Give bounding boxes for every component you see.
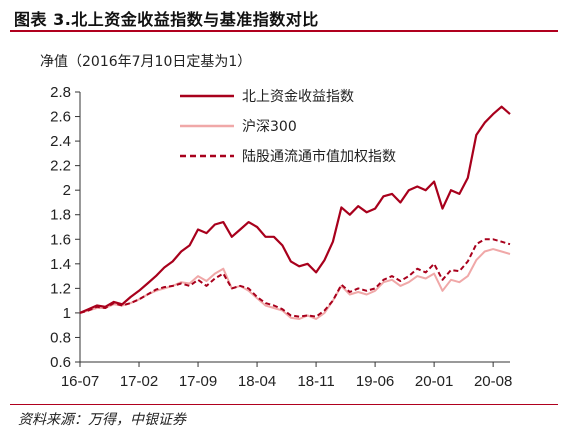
legend-label-1: 北上资金收益指数 bbox=[242, 89, 354, 105]
x-tick-label: 18-04 bbox=[238, 373, 276, 390]
series-layer bbox=[79, 105, 511, 320]
x-tick-label: 20-01 bbox=[415, 373, 453, 390]
y-tick-label: 2.4 bbox=[50, 133, 71, 150]
legend-label-3: 陆股通流通市值加权指数 bbox=[242, 148, 396, 165]
y-tick-label: 0.6 bbox=[50, 354, 71, 371]
y-tick-label: 2.6 bbox=[50, 109, 71, 126]
y-axis-ticks: 0.6 0.8 1 1.2 1.4 1.6 1.8 2 2.2 2.4 2.6 2.8 bbox=[50, 84, 80, 371]
x-axis-ticks: 16-07 17-02 17-09 18-04 18-11 19-06 20-01 20-08 bbox=[61, 362, 512, 390]
y-axis-label: 净值（2016年7月10日定基为1） bbox=[40, 53, 251, 70]
x-tick-label: 16-07 bbox=[61, 373, 99, 390]
y-tick-label: 1.6 bbox=[50, 231, 71, 248]
x-tick-label: 19-06 bbox=[356, 373, 394, 390]
x-tick-label: 18-11 bbox=[297, 373, 334, 390]
y-tick-label: 2.8 bbox=[50, 84, 71, 101]
title-rule bbox=[10, 30, 558, 32]
y-tick-label: 1 bbox=[63, 305, 71, 322]
x-tick-label: 20-08 bbox=[474, 373, 512, 390]
source-note: 资料来源：万得，中银证券 bbox=[18, 412, 186, 428]
y-tick-label: 1.4 bbox=[50, 256, 71, 273]
y-tick-label: 2.2 bbox=[50, 158, 71, 175]
series-line-2 bbox=[79, 248, 511, 320]
series-line-1 bbox=[79, 105, 511, 314]
x-tick-label: 17-02 bbox=[120, 373, 158, 390]
figure-title: 图表 3.北上资金收益指数与基准指数对比 bbox=[14, 10, 319, 29]
y-tick-label: 1.8 bbox=[50, 207, 71, 224]
y-tick-label: 0.8 bbox=[50, 329, 71, 346]
x-tick-label: 17-09 bbox=[179, 373, 217, 390]
y-tick-label: 1.2 bbox=[50, 280, 71, 297]
source-rule bbox=[10, 404, 558, 405]
series-line-3 bbox=[79, 238, 511, 318]
legend-label-2: 沪深300 bbox=[242, 119, 297, 135]
y-tick-label: 2 bbox=[63, 182, 71, 199]
